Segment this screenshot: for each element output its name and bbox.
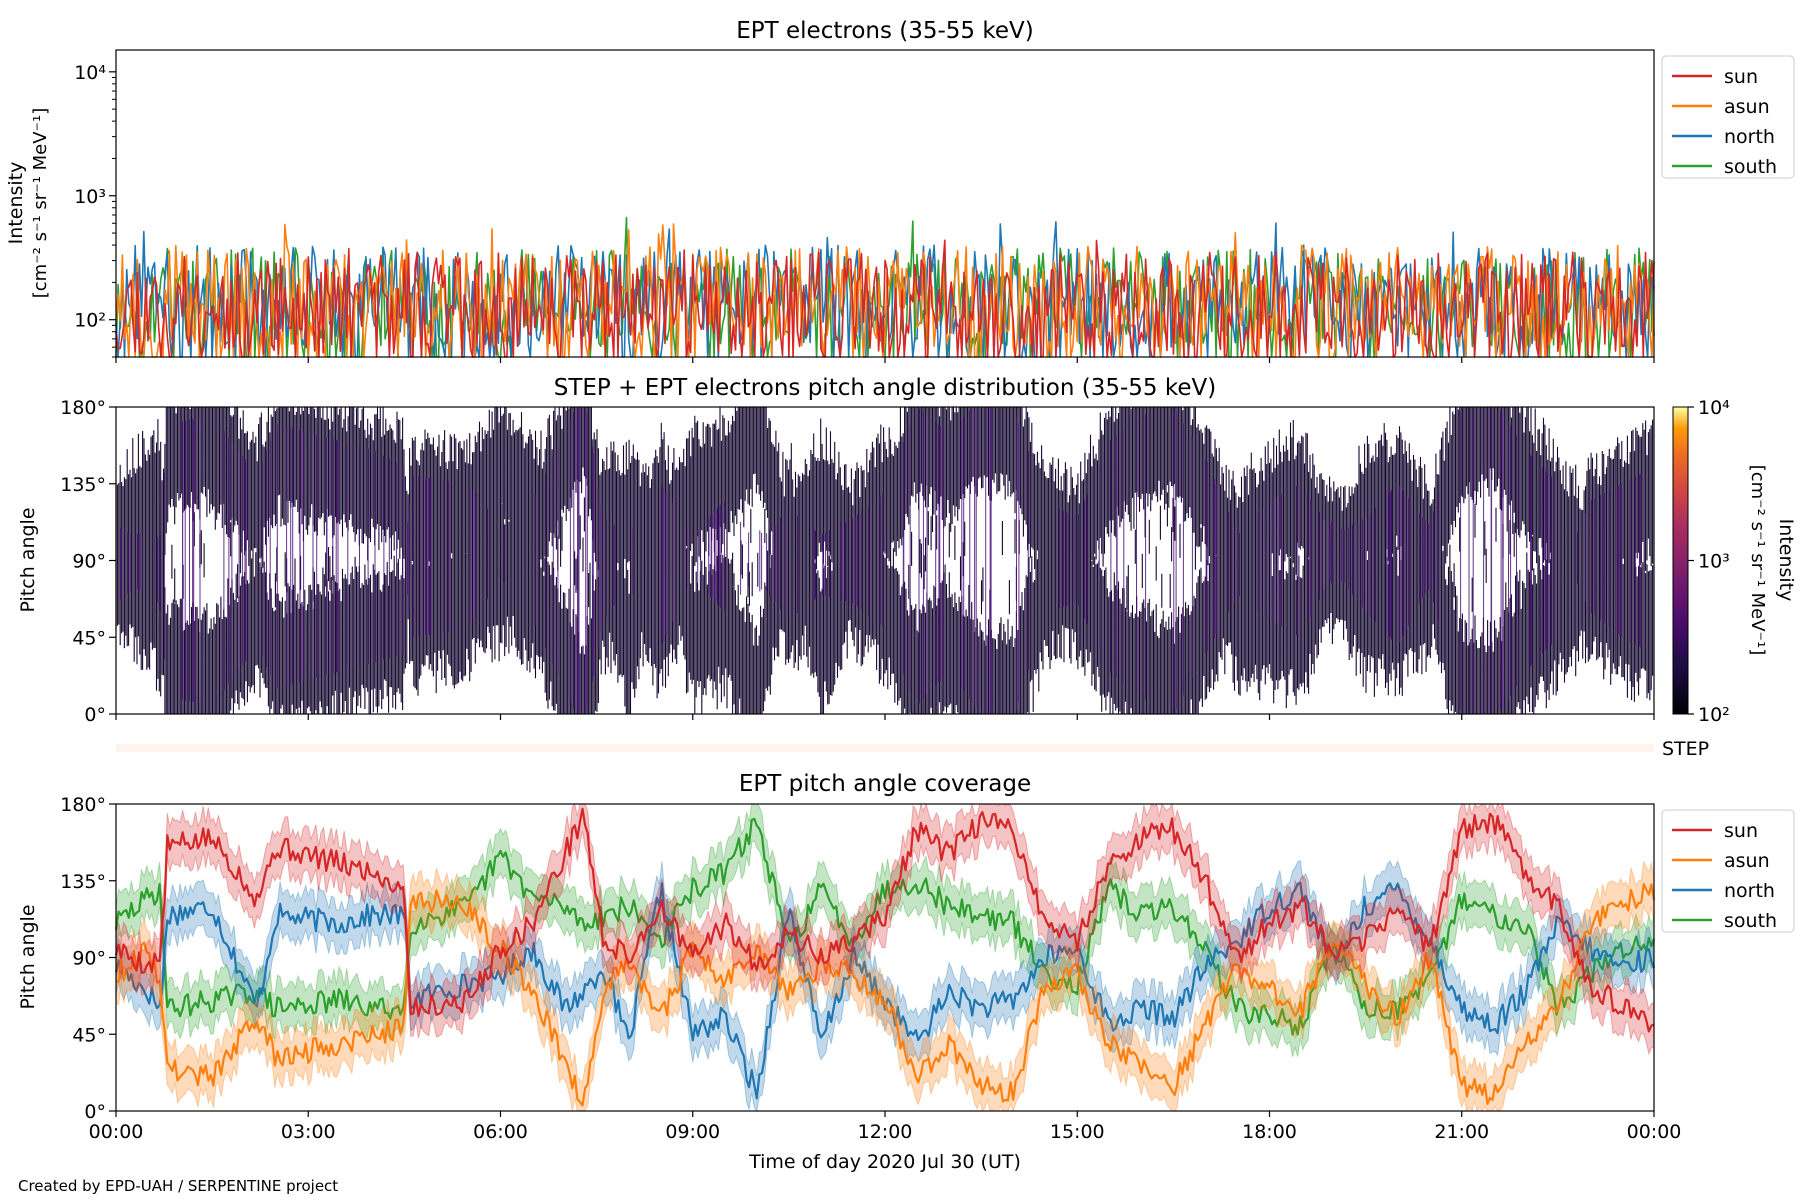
y-tick-label: 90° (72, 551, 106, 573)
y-tick-label: 45° (72, 627, 106, 649)
x-tick-label: 18:00 (1242, 1121, 1297, 1143)
series-line-asun (115, 223, 1655, 358)
panel3-yticks: 0° 45° 90° 135° 180° (60, 794, 116, 1123)
x-tick-label: 09:00 (665, 1121, 720, 1143)
y-tick-label: 0° (84, 1101, 106, 1123)
legend-label-sun: sun (1724, 820, 1758, 842)
panel-step: STEP (116, 738, 1709, 760)
x-tick-label: 06:00 (473, 1121, 528, 1143)
panel3-series (114, 802, 1656, 1113)
credit-text: Created by EPD-UAH / SERPENTINE project (18, 1177, 339, 1195)
pad-intensity-cells-high (120, 407, 1642, 714)
panel2-heatmap (115, 407, 1654, 714)
pad-intensity-cells (115, 407, 1654, 714)
y-tick-label: 45° (72, 1024, 106, 1046)
panel1-yticks: 10² 10³ 10⁴ (74, 62, 116, 358)
x-tick-label: 00:00 (89, 1121, 144, 1143)
panel1-xticks (115, 357, 1655, 363)
y-tick-label: 0° (84, 704, 106, 726)
colorbar-ticks: 10² 10³ 10⁴ (1688, 397, 1730, 726)
panel2-title: STEP + EPT electrons pitch angle distrib… (554, 375, 1216, 401)
series-line-north (114, 881, 1656, 1100)
panel-coverage: EPT pitch angle coverage 0° 45° 90° 135° 180… (17, 771, 1795, 1173)
panel-intensity: EPT electrons (35-55 keV) 10² 10³ 10⁴ Inte… (5, 18, 1795, 363)
panel1-series (115, 216, 1655, 358)
colorbar-tick-label: 10² (1698, 704, 1730, 726)
legend-label-asun: asun (1724, 850, 1770, 872)
panel1-legend: sun asun north south (1661, 55, 1795, 179)
x-axis-label: Time of day 2020 Jul 30 (UT) (748, 1151, 1021, 1173)
colorbar-tick-label: 10⁴ (1698, 397, 1730, 419)
panel3-legend: sun asun north south (1661, 809, 1795, 933)
panel-pad: STEP + EPT electrons pitch angle distrib… (17, 375, 1797, 726)
legend-frame (1661, 809, 1795, 933)
legend-label-south: south (1724, 156, 1777, 178)
x-tick-label: 03:00 (281, 1121, 336, 1143)
y-tick-label: 90° (72, 948, 106, 970)
legend-label-asun: asun (1724, 96, 1770, 118)
y-tick-label: 10⁴ (74, 62, 106, 84)
step-label: STEP (1662, 738, 1709, 760)
panel3-xticks: 00:00 03:00 06:00 09:00 12:00 15:00 18:00 21:00… (89, 1111, 1682, 1143)
x-tick-label: 21:00 (1434, 1121, 1489, 1143)
step-strip (116, 744, 1654, 752)
y-tick-label: 180° (60, 397, 106, 419)
panel2-xticks (115, 714, 1655, 720)
panel2-ylabel: Pitch angle (17, 507, 39, 612)
colorbar-tick-label: 10³ (1698, 551, 1730, 573)
series-line-sun (114, 807, 1655, 1033)
panel1-title: EPT electrons (35-55 keV) (736, 18, 1033, 44)
colorbar-label-line1: Intensity (1775, 519, 1797, 602)
legend-label-north: north (1724, 880, 1775, 902)
panel3-title: EPT pitch angle coverage (739, 771, 1031, 797)
y-tick-label: 135° (60, 871, 106, 893)
y-tick-label: 10² (74, 310, 106, 332)
panel3-ylabel: Pitch angle (17, 904, 39, 1009)
y-tick-label: 10³ (74, 186, 106, 208)
x-tick-label: 15:00 (1050, 1121, 1105, 1143)
panel2-yticks: 0° 45° 90° 135° 180° (60, 397, 116, 726)
x-tick-label: 00:00 (1627, 1121, 1682, 1143)
legend-label-north: north (1724, 126, 1775, 148)
series-line-south (114, 817, 1656, 1036)
y-tick-label: 180° (60, 794, 106, 816)
panel1-ylabel-line1: Intensity (5, 162, 27, 245)
y-tick-label: 135° (60, 474, 106, 496)
series-line-sun (115, 239, 1655, 358)
legend-label-sun: sun (1724, 66, 1758, 88)
colorbar-label-line2: [cm⁻² s⁻¹ sr⁻¹ MeV⁻¹] (1747, 465, 1768, 656)
legend-frame (1661, 55, 1795, 179)
legend-label-south: south (1724, 910, 1777, 932)
panel1-ylabel-line2: [cm⁻² s⁻¹ sr⁻¹ MeV⁻¹] (30, 108, 51, 299)
series-line-asun (115, 883, 1656, 1107)
colorbar (1672, 406, 1689, 715)
x-tick-label: 12:00 (858, 1121, 913, 1143)
